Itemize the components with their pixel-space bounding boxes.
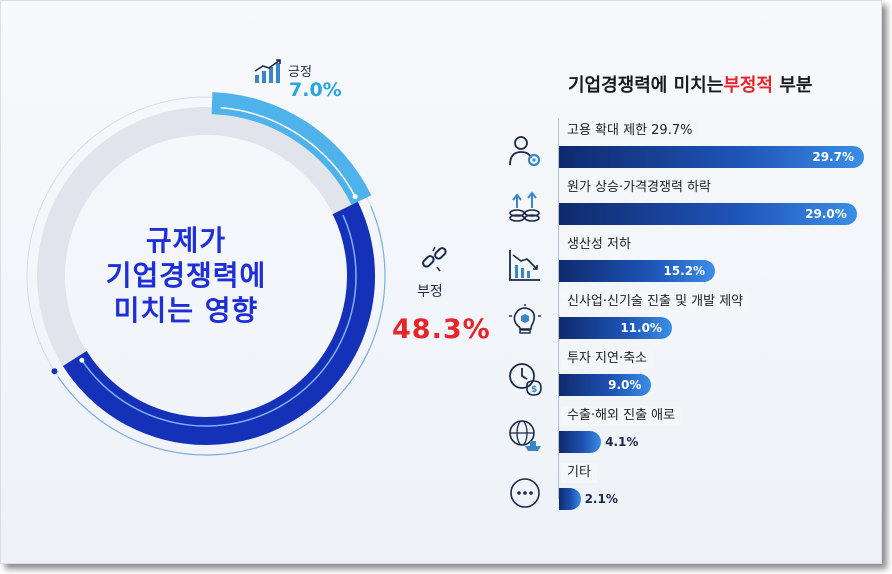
bar-6 bbox=[559, 431, 602, 453]
svg-text:$: $ bbox=[531, 385, 537, 395]
bar-label-6: 수출·해외 진출 애로 bbox=[561, 406, 682, 426]
bar-label-4: 신사업·신기술 진출 및 개발 제약 bbox=[561, 292, 750, 312]
broken-link-icon bbox=[422, 246, 447, 272]
bar-7 bbox=[559, 488, 581, 510]
bar-axis-line bbox=[558, 119, 559, 499]
bar-label-7: 기타 bbox=[561, 463, 597, 483]
growth-chart-icon bbox=[254, 59, 281, 83]
bar-label-3: 생산성 저하 bbox=[561, 235, 637, 255]
bar-chart-title: 기업경쟁력에 미치는부정적 부분 bbox=[568, 71, 812, 97]
bar-value-3: 15.2% bbox=[663, 264, 706, 278]
title-part-3: 부분 bbox=[779, 75, 813, 96]
bar-value-4: 11.0% bbox=[620, 321, 662, 335]
bar-1 bbox=[559, 146, 864, 168]
slice-negative bbox=[62, 201, 375, 445]
positive-arrow-tip bbox=[352, 194, 358, 200]
negative-guide-arc bbox=[57, 205, 386, 456]
worker-gear-icon bbox=[509, 136, 541, 167]
clock-money-icon: $ bbox=[509, 363, 542, 396]
bar-value-6: 4.1% bbox=[605, 435, 639, 449]
title-line-1: 규제가 bbox=[145, 224, 227, 257]
bar-5 bbox=[559, 374, 652, 396]
bar-label-2: 원가 상승·가격경쟁력 하락 bbox=[561, 178, 717, 198]
slice-negative-highlight bbox=[81, 214, 357, 427]
bar-2 bbox=[559, 203, 857, 225]
bar-value-2: 29.0% bbox=[805, 207, 847, 221]
positive-value: 7.0% bbox=[289, 79, 342, 101]
slice-positive bbox=[211, 92, 372, 206]
negative-label: 부정 bbox=[417, 284, 443, 300]
bar-value-7: 2.1% bbox=[584, 492, 618, 506]
bar-label-1: 고용 확대 제한 29.7% bbox=[561, 121, 699, 141]
negative-value: 48.3% bbox=[392, 314, 491, 345]
bar-4 bbox=[559, 317, 672, 339]
bar-3 bbox=[559, 260, 716, 282]
negative-arrow-tip bbox=[79, 357, 85, 363]
bar-value-5: 9.0% bbox=[608, 378, 642, 392]
decline-chart-icon bbox=[509, 250, 540, 281]
infographic-frame: 규제가 기업경쟁력에 미치는 영향 긍정 7.0% 부정 48.3% 기업경쟁력… bbox=[0, 0, 882, 564]
title-part-highlight: 부정적 bbox=[723, 75, 773, 96]
bar-label-5: 투자 지연·축소 bbox=[561, 349, 654, 369]
donut-chart bbox=[26, 92, 386, 456]
globe-ship-icon bbox=[509, 420, 541, 451]
positive-label: 긍정 bbox=[288, 65, 312, 80]
bar-value-1: 29.7% bbox=[812, 150, 854, 164]
title-line-3: 미치는 영향 bbox=[113, 294, 259, 327]
end-dot bbox=[51, 368, 58, 375]
title-line-2: 기업경쟁력에 bbox=[105, 259, 267, 292]
money-growth-icon bbox=[509, 191, 540, 222]
title-part-1: 기업경쟁력에 미치는 bbox=[568, 75, 724, 96]
donut-center-title: 규제가 기업경쟁력에 미치는 영향 bbox=[41, 223, 331, 328]
slice-positive-highlight bbox=[220, 106, 356, 197]
more-dots-icon bbox=[510, 478, 540, 508]
lightbulb-cube-icon bbox=[509, 304, 541, 334]
